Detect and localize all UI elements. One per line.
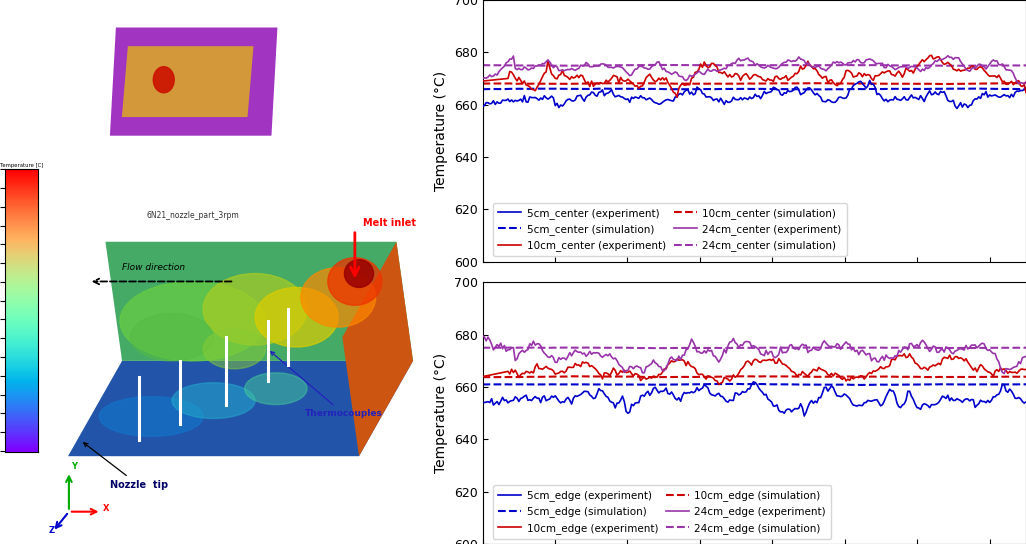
Y-axis label: Temperature (°C): Temperature (°C) xyxy=(434,71,448,191)
Y-axis label: Temperature (°C): Temperature (°C) xyxy=(434,353,448,473)
Legend: 5cm_edge (experiment), 5cm_edge (simulation), 10cm_edge (experiment), 10cm_edge : 5cm_edge (experiment), 5cm_edge (simulat… xyxy=(494,485,831,539)
Legend: 5cm_center (experiment), 5cm_center (simulation), 10cm_center (experiment), 10cm: 5cm_center (experiment), 5cm_center (sim… xyxy=(494,203,846,256)
